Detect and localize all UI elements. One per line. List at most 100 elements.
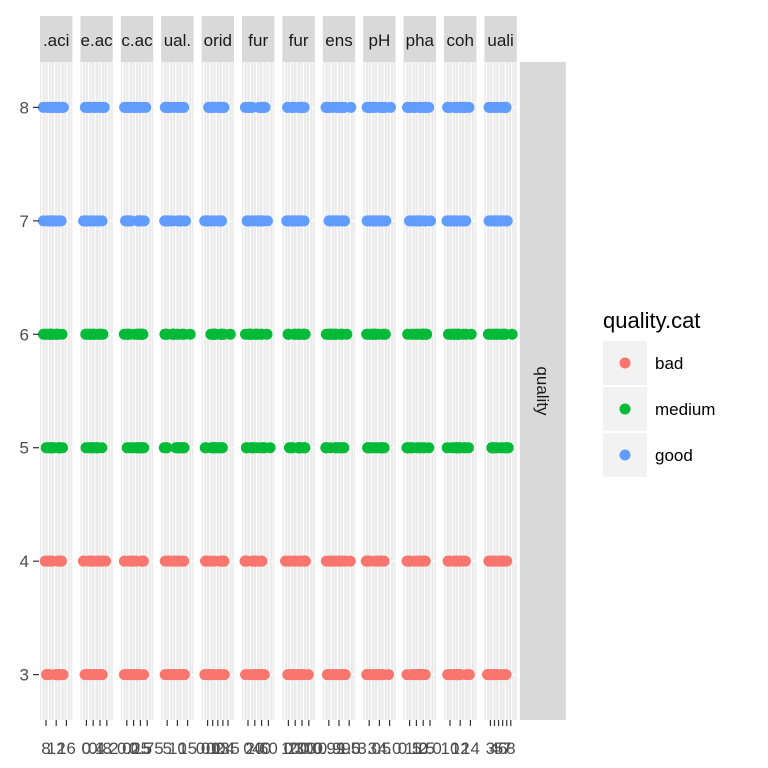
data-point-medium bbox=[53, 442, 65, 454]
x-tick-label: 1.2 bbox=[95, 739, 119, 758]
x-tick-label: 8 bbox=[506, 739, 515, 758]
facet-strip bbox=[40, 16, 73, 62]
data-point-medium bbox=[487, 442, 499, 454]
facet-strip bbox=[484, 16, 517, 62]
data-point-medium bbox=[506, 328, 518, 340]
facet-panel: e.ac 00.40.81.2 bbox=[78, 16, 119, 758]
data-point-bad bbox=[280, 555, 292, 567]
legend-title: quality.cat bbox=[603, 308, 700, 333]
data-point-bad bbox=[41, 669, 53, 681]
data-point-bad bbox=[495, 555, 507, 567]
data-point-good bbox=[98, 101, 110, 113]
data-point-good bbox=[290, 215, 302, 227]
data-point-medium bbox=[366, 328, 378, 340]
data-point-medium bbox=[298, 328, 310, 340]
data-point-bad bbox=[403, 555, 415, 567]
data-point-good bbox=[297, 101, 309, 113]
y-tick-label: 3 bbox=[20, 666, 29, 685]
data-point-bad bbox=[487, 555, 499, 567]
y-tick-label: 6 bbox=[20, 325, 29, 344]
x-tick-label: 1.5 bbox=[411, 739, 435, 758]
data-point-medium bbox=[406, 328, 418, 340]
x-tick-label: 3.0 bbox=[357, 739, 381, 758]
data-point-good bbox=[463, 101, 475, 113]
facet-strip bbox=[80, 16, 113, 62]
x-tick-label: 12 bbox=[47, 739, 66, 758]
facet-strip-label: ens bbox=[325, 31, 352, 50]
facet-strip-label: e.ac bbox=[81, 31, 114, 50]
data-point-bad bbox=[500, 669, 512, 681]
data-point-bad bbox=[256, 669, 268, 681]
x-tick-label: 0.1 bbox=[196, 739, 220, 758]
data-point-bad bbox=[411, 555, 423, 567]
data-point-bad bbox=[218, 555, 230, 567]
data-point-bad bbox=[125, 669, 137, 681]
data-point-bad bbox=[451, 669, 463, 681]
data-point-bad bbox=[240, 555, 251, 567]
data-point-bad bbox=[375, 555, 387, 567]
x-tick-label: 0.5 bbox=[398, 739, 422, 758]
data-point-good bbox=[138, 215, 150, 227]
x-tick-label: 5 bbox=[494, 739, 503, 758]
data-point-medium bbox=[463, 442, 474, 454]
data-point-medium bbox=[282, 328, 294, 340]
data-point-good bbox=[489, 215, 501, 227]
data-point-good bbox=[214, 215, 226, 227]
data-point-good bbox=[57, 101, 69, 113]
data-point-bad bbox=[302, 669, 314, 681]
data-point-good bbox=[501, 215, 513, 227]
facet-panel: pH 3.03.54.0 bbox=[357, 16, 401, 758]
data-point-good bbox=[140, 101, 152, 113]
data-point-bad bbox=[168, 555, 180, 567]
data-point-good bbox=[368, 215, 380, 227]
data-point-medium bbox=[243, 328, 255, 340]
x-tick-label: 2.0 bbox=[418, 739, 442, 758]
data-point-medium bbox=[167, 328, 179, 340]
data-point-medium bbox=[423, 442, 435, 454]
facet-strip-label: pha bbox=[406, 31, 435, 50]
facet-strip bbox=[322, 16, 356, 62]
x-tick-label: 0 bbox=[122, 739, 131, 758]
data-point-good bbox=[412, 215, 424, 227]
data-point-good bbox=[171, 215, 183, 227]
data-point-bad bbox=[100, 555, 112, 567]
data-point-bad bbox=[492, 669, 504, 681]
data-point-good bbox=[37, 215, 49, 227]
x-tick-label: 0.5 bbox=[216, 739, 240, 758]
facet-strip-label: .aci bbox=[43, 31, 69, 50]
panels-layer: .aci81216e.ac00.40.81.2c.ac00.250.50.75u… bbox=[37, 16, 518, 758]
data-point-medium bbox=[378, 442, 390, 454]
data-point-bad bbox=[372, 669, 384, 681]
data-point-bad bbox=[84, 669, 96, 681]
x-tick-label: 4.0 bbox=[378, 739, 402, 758]
data-point-bad bbox=[178, 669, 190, 681]
data-point-good bbox=[96, 215, 108, 227]
facet-strip-label: orid bbox=[204, 31, 232, 50]
x-tick-label: 0 bbox=[284, 739, 293, 758]
facet-strip-label: pH bbox=[369, 31, 391, 50]
data-point-good bbox=[282, 101, 294, 113]
data-point-bad bbox=[95, 669, 107, 681]
facet-strip-label: fur bbox=[248, 31, 268, 50]
data-point-medium bbox=[80, 328, 92, 340]
data-point-medium bbox=[416, 328, 428, 340]
x-tick-label: 8 bbox=[41, 739, 50, 758]
x-tick-label: 12 bbox=[451, 739, 470, 758]
data-point-bad bbox=[360, 555, 372, 567]
x-tick-label: 3.5 bbox=[368, 739, 392, 758]
data-point-bad bbox=[296, 555, 308, 567]
data-point-medium bbox=[402, 442, 413, 454]
data-point-bad bbox=[450, 555, 462, 567]
data-point-bad bbox=[383, 669, 395, 681]
x-tick-label: 6 bbox=[498, 739, 507, 758]
data-point-bad bbox=[282, 669, 294, 681]
x-tick-label: 60 bbox=[259, 739, 278, 758]
data-point-medium bbox=[161, 442, 173, 454]
data-point-good bbox=[87, 215, 99, 227]
data-point-good bbox=[127, 101, 139, 113]
legend: quality.cat bad medium good bbox=[603, 308, 715, 477]
data-point-good bbox=[245, 215, 257, 227]
data-point-medium bbox=[465, 328, 477, 340]
